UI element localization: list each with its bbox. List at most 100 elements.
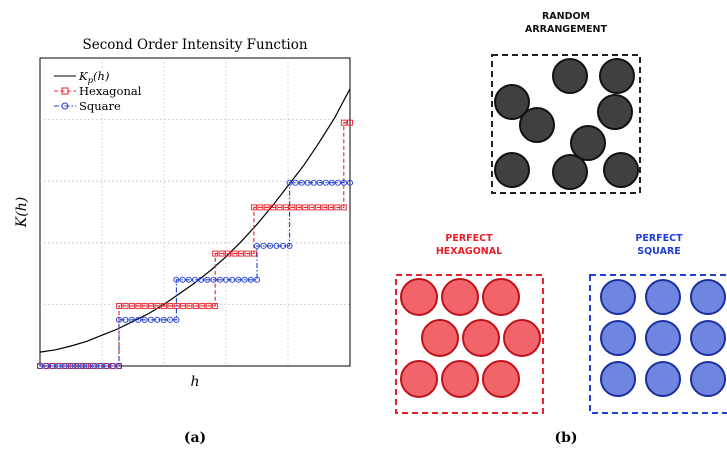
marker-square [298, 179, 305, 186]
marker-hexagonal [340, 119, 347, 126]
marker-hexagonal [231, 250, 238, 257]
marker-hexagonal [250, 204, 257, 211]
square-particle [645, 361, 681, 397]
marker-hexagonal [302, 204, 309, 211]
marker-hexagonal [328, 204, 334, 211]
marker-square [160, 316, 167, 323]
marker-hexagonal [308, 204, 315, 211]
marker-hexagonal [135, 302, 142, 309]
marker-square [204, 276, 211, 283]
marker-square [67, 362, 74, 370]
marker-square [185, 276, 192, 283]
square-arrangement-panel: PERFECT SQUARE [589, 233, 727, 414]
legend-marker-hexagonal [61, 87, 69, 95]
square-particle [600, 279, 636, 315]
marker-square [179, 276, 186, 283]
marker-hexagonal [148, 302, 155, 309]
marker-hexagonal [283, 204, 289, 211]
random-particle [552, 58, 588, 94]
series-line-kp [39, 88, 351, 353]
square-label-line1: PERFECT [635, 233, 683, 244]
series-layer [36, 88, 354, 370]
marker-hexagonal [160, 302, 167, 309]
series-line-square [40, 182, 350, 367]
marker-square [210, 276, 217, 283]
marker-square [328, 179, 335, 186]
marker-hexagonal [250, 250, 257, 257]
marker-square [103, 362, 110, 370]
marker-square [273, 242, 280, 249]
marker-hexagonal [244, 250, 251, 257]
marker-hexagonal [122, 302, 129, 309]
square-particle [600, 320, 636, 356]
marker-square [316, 179, 323, 186]
random-particle [603, 152, 639, 188]
marker-hexagonal [212, 302, 219, 309]
marker-square [241, 276, 248, 283]
marker-hexagonal [180, 302, 187, 309]
marker-hexagonal [263, 204, 270, 211]
marker-hexagonal [340, 204, 347, 211]
y-axis-label: K(h) [14, 197, 30, 228]
marker-hexagonal [321, 204, 328, 211]
marker-hexagonal [289, 204, 296, 211]
marker-square [279, 242, 287, 249]
marker-square [173, 276, 180, 283]
marker-square [97, 362, 104, 370]
marker-square [304, 179, 311, 186]
marker-square [334, 179, 341, 186]
marker-square [73, 362, 80, 370]
legend-marker-square [61, 102, 69, 110]
marker-square [49, 362, 56, 370]
marker-hexagonal [205, 302, 212, 309]
random-particle [597, 94, 633, 130]
hexagonal-label-line2: HEXAGONAL [436, 246, 502, 257]
marker-hexagonal [199, 302, 206, 309]
marker-square [109, 362, 117, 370]
chart-title: Second Order Intensity Function [82, 37, 307, 53]
marker-hexagonal [167, 302, 174, 309]
legend-label-kp: Kp(h) [78, 69, 109, 86]
marker-hexagonal [347, 119, 353, 126]
square-label-line2: SQUARE [637, 246, 681, 257]
square-box [589, 274, 727, 414]
marker-hexagonal [141, 302, 148, 309]
random-label-line2: ARRANGEMENT [525, 24, 607, 35]
marker-square [253, 242, 261, 249]
random-particle [494, 84, 530, 120]
series-line-hexagonal [40, 122, 350, 367]
marker-square [154, 316, 161, 323]
marker-hexagonal [212, 250, 219, 257]
marker-square [147, 316, 154, 323]
marker-hexagonal [270, 204, 277, 211]
hexagonal-arrangement-panel: PERFECT HEXAGONAL [395, 233, 544, 414]
marker-square [346, 179, 354, 186]
marker-square [235, 276, 242, 283]
legend: Kp(h) Hexagonal Square [54, 69, 142, 113]
marker-square [128, 316, 135, 323]
random-arrangement-panel: RANDOM ARRANGEMENT [491, 11, 641, 194]
marker-hexagonal [225, 250, 232, 257]
marker-hexagonal [334, 204, 341, 211]
marker-hexagonal [257, 204, 264, 211]
hexagonal-particle [503, 319, 541, 357]
marker-square [91, 362, 98, 370]
marker-square [266, 242, 274, 249]
marker-square [222, 276, 230, 283]
marker-hexagonal [128, 302, 135, 309]
marker-square [229, 276, 236, 283]
random-label-line1: RANDOM [542, 11, 590, 22]
square-particle [600, 361, 636, 397]
marker-square [116, 316, 123, 323]
marker-square [216, 276, 223, 283]
intensity-chart: Second Order Intensity Function h K(h) K… [14, 37, 354, 390]
random-particle [599, 58, 635, 94]
marker-square [340, 179, 348, 186]
random-particle [552, 154, 588, 190]
hexagonal-particle [400, 278, 438, 316]
marker-square [322, 179, 329, 186]
square-particle [645, 279, 681, 315]
grid [40, 58, 350, 366]
random-particle [519, 107, 555, 143]
